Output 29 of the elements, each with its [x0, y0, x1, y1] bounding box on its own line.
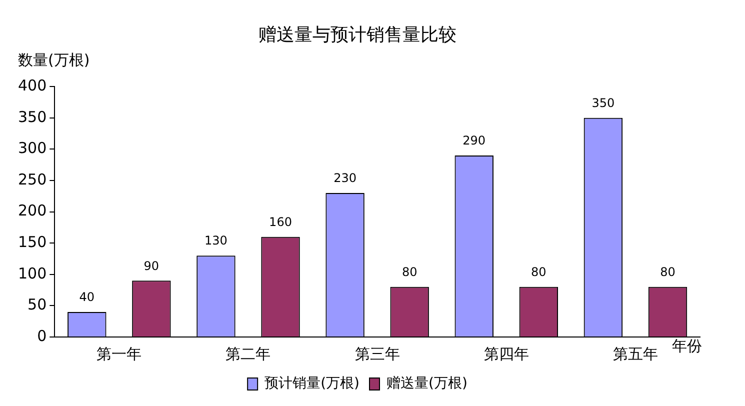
x-tick-label: 第五年: [612, 344, 658, 363]
data-label: 90: [144, 258, 160, 273]
y-tick-label: 50: [28, 296, 47, 314]
data-label: 80: [660, 265, 676, 280]
data-label: 290: [462, 134, 486, 148]
y-tick-label: 250: [18, 170, 47, 188]
data-label: 130: [204, 234, 228, 248]
data-label: 160: [269, 214, 292, 229]
x-axis-title: 年份: [672, 336, 702, 355]
y-tick-label: 200: [18, 202, 47, 220]
data-label: 80: [531, 265, 546, 280]
chart-title: 赠送量与预计销售量比较: [258, 24, 456, 46]
y-axis-title: 数量(万根): [18, 50, 90, 69]
y-tick-label: 300: [18, 139, 47, 158]
y-tick-label: 400: [18, 76, 47, 94]
y-tick-label: 150: [18, 232, 47, 251]
legend-label: 赠送量(万根): [386, 376, 468, 392]
data-label: 350: [592, 96, 615, 110]
x-tick-label: 第三年: [354, 344, 400, 363]
y-tick-label: 350: [18, 108, 47, 126]
x-tick-label: 第一年: [96, 344, 142, 363]
legend-label: 预计销量(万根): [264, 376, 360, 392]
y-tick-label: 100: [18, 264, 47, 282]
x-tick-label: 第二年: [226, 344, 271, 363]
x-tick-label: 第四年: [484, 344, 529, 363]
data-label: 230: [334, 171, 356, 186]
data-label: 40: [79, 290, 95, 304]
data-label: 80: [402, 265, 418, 280]
y-tick-label: 0: [37, 326, 47, 345]
